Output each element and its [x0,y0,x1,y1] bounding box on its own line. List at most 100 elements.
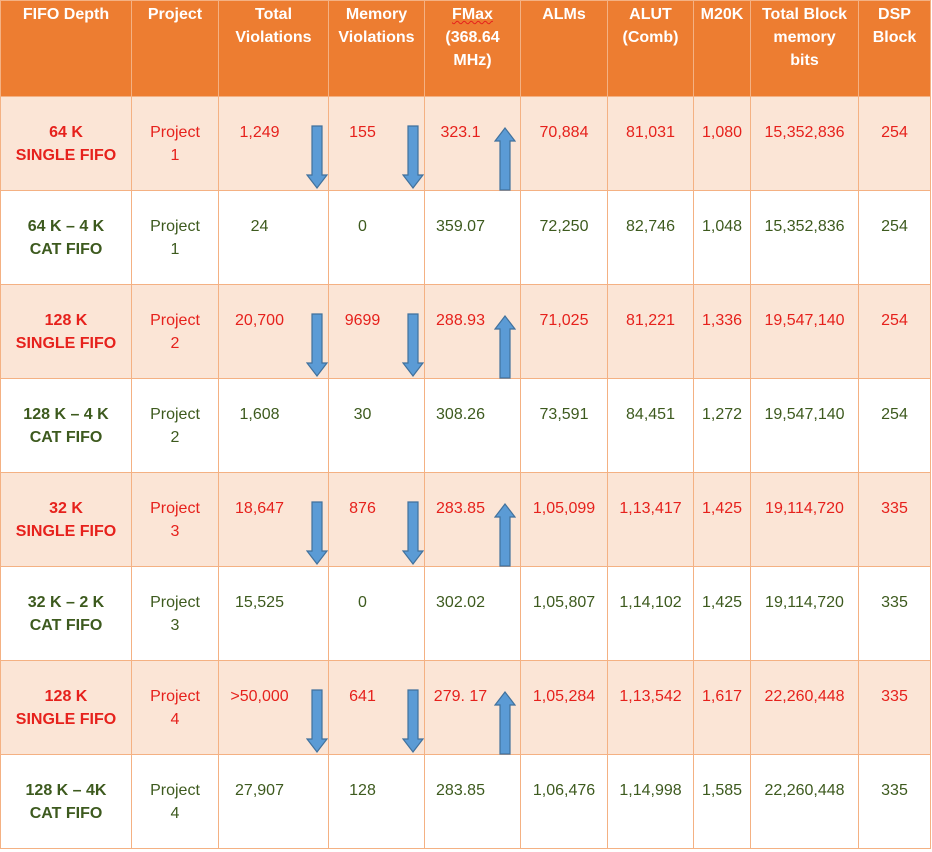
memory-violations-cell: 0 [328,190,425,285]
total-violations-value: >50,000 [230,688,289,705]
memory-violations-cell: 155 [328,96,425,191]
m20k-value: 1,585 [701,782,743,799]
alms-cell: 70,884 [520,96,608,191]
header-row: FIFO Depth Project Total Violations Memor… [0,0,931,97]
fifo-type: CAT FIFO [29,429,103,446]
project-cell: Project 1 [131,96,219,191]
m20k-value: 1,425 [701,594,743,611]
dsp-value: 335 [881,500,908,517]
m20k-cell: 1,425 [693,566,751,661]
fifo-type: SINGLE FIFO [15,335,117,352]
fmax-value: 283.85 [436,500,485,517]
m20k-value: 1,617 [701,688,743,705]
memory-violations-value: 876 [349,500,376,517]
dsp-cell: 335 [858,566,931,661]
project-cell: Project 4 [131,754,219,849]
memory-violations-cell: 128 [328,754,425,849]
m20k-cell: 1,336 [693,284,751,379]
project-label: Project [150,688,200,705]
alms-cell: 1,05,284 [520,660,608,755]
alms-value: 1,06,476 [532,782,596,799]
down-arrow-icon [306,125,328,189]
header-alms: ALMs [520,0,608,97]
table-row: 64 K – 4 K CAT FIFO Project 1 24 0 359.07 … [0,190,931,285]
fmax-value: 288.93 [436,312,485,329]
up-arrow-icon [494,503,516,567]
alms-cell: 1,05,807 [520,566,608,661]
fifo-depth-cell: 128 K – 4 K CAT FIFO [0,378,132,473]
block-bits-value: 22,260,448 [764,782,845,799]
dsp-cell: 335 [858,472,931,567]
project-cell: Project 3 [131,472,219,567]
block-bits-value: 19,114,720 [765,500,844,517]
alms-value: 1,05,284 [532,688,596,705]
alms-cell: 1,06,476 [520,754,608,849]
project-label: Project [150,312,200,329]
block-bits-cell: 15,352,836 [750,190,859,285]
alut-value: 81,221 [626,312,675,329]
alms-cell: 72,250 [520,190,608,285]
memory-violations-value: 641 [349,688,376,705]
project-number: 1 [170,147,180,164]
fmax-cell: 323.1 [424,96,521,191]
alut-cell: 84,451 [607,378,694,473]
fifo-type: SINGLE FIFO [15,523,117,540]
fmax-cell: 302.02 [424,566,521,661]
alms-cell: 1,05,099 [520,472,608,567]
table-row: 128 K SINGLE FIFO Project 4 >50,000 641 27… [0,660,931,755]
memory-violations-value: 0 [358,218,367,235]
memory-violations-value: 30 [353,406,372,423]
alms-cell: 71,025 [520,284,608,379]
alms-value: 71,025 [539,312,589,329]
alut-value: 82,746 [626,218,675,235]
m20k-value: 1,048 [701,218,743,235]
up-arrow-icon [494,691,516,755]
memory-violations-cell: 876 [328,472,425,567]
block-bits-value: 22,260,448 [764,688,845,705]
fifo-type: CAT FIFO [29,617,103,634]
fifo-depth-cell: 32 K – 2 K CAT FIFO [0,566,132,661]
dsp-cell: 335 [858,660,931,755]
dsp-cell: 254 [858,378,931,473]
fmax-label: FMax [452,6,493,23]
fifo-depth-size: 128 K [44,312,88,329]
table-row: 32 K – 2 K CAT FIFO Project 3 15,525 0 302… [0,566,931,661]
project-label: Project [150,406,200,423]
down-arrow-icon [402,689,424,753]
memory-violations-value: 0 [358,594,367,611]
block-bits-cell: 22,260,448 [750,660,859,755]
project-label: Project [150,594,200,611]
project-label: Project [150,500,200,517]
m20k-value: 1,425 [701,500,743,517]
fmax-cell: 308.26 [424,378,521,473]
m20k-cell: 1,425 [693,472,751,567]
header-m20k: M20K [693,0,751,97]
total-violations-cell: 18,647 [218,472,329,567]
fifo-depth-cell: 128 K SINGLE FIFO [0,660,132,755]
alms-value: 72,250 [539,218,589,235]
down-arrow-icon [402,125,424,189]
fifo-depth-cell: 64 K – 4 K CAT FIFO [0,190,132,285]
m20k-cell: 1,585 [693,754,751,849]
dsp-value: 254 [881,218,908,235]
total-violations-cell: 20,700 [218,284,329,379]
memory-violations-cell: 641 [328,660,425,755]
memory-violations-value: 128 [349,782,376,799]
total-violations-cell: 1,608 [218,378,329,473]
fmax-value: 283.85 [436,782,485,799]
dsp-value: 335 [881,688,908,705]
dsp-value: 254 [881,124,908,141]
fmax-cell: 283.85 [424,472,521,567]
total-violations-cell: 15,525 [218,566,329,661]
dsp-cell: 254 [858,190,931,285]
block-bits-value: 19,547,140 [764,312,845,329]
up-arrow-icon [494,315,516,379]
down-arrow-icon [306,689,328,753]
block-bits-value: 15,352,836 [764,124,845,141]
alut-cell: 1,13,417 [607,472,694,567]
table-body: 64 K SINGLE FIFO Project 1 1,249 155 323.1… [0,96,931,849]
table-row: 64 K SINGLE FIFO Project 1 1,249 155 323.1… [0,96,931,191]
project-cell: Project 3 [131,566,219,661]
alut-value: 1,13,417 [619,500,682,517]
